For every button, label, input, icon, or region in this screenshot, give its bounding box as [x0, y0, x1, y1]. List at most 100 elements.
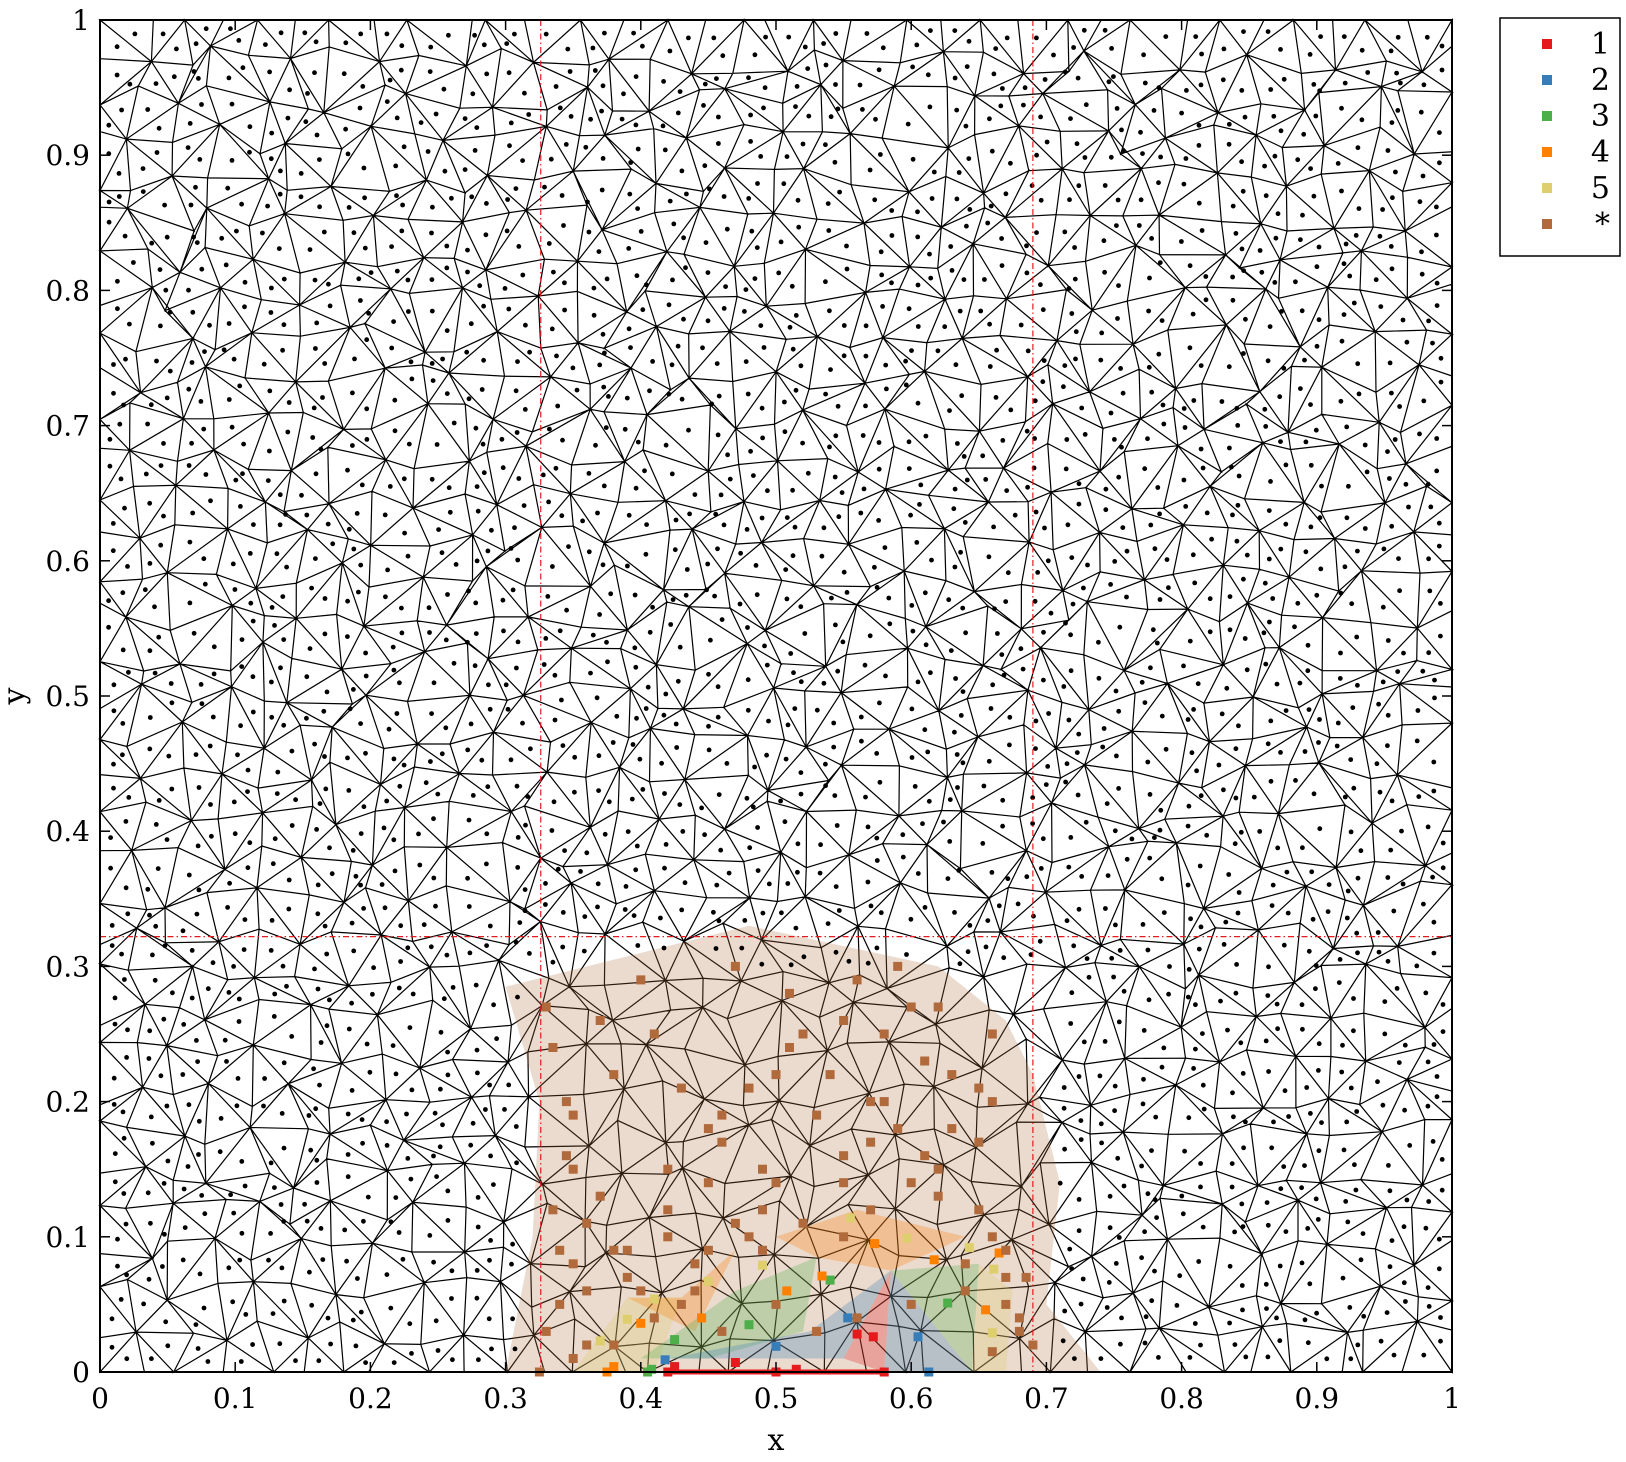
mesh-dot: [1193, 1046, 1198, 1052]
mesh-dot: [831, 744, 837, 750]
mesh-dot: [1318, 34, 1323, 39]
mesh-dot: [286, 906, 292, 912]
mesh-dot: [1145, 947, 1151, 953]
mesh-dot: [1004, 35, 1010, 41]
mesh-dot: [992, 606, 997, 612]
mesh-dot: [947, 408, 952, 413]
mesh-dot: [462, 116, 468, 121]
mesh-dot: [281, 1219, 287, 1224]
mesh-dot: [293, 797, 298, 803]
mesh-dot: [602, 350, 607, 356]
mesh-dot: [821, 41, 826, 46]
mesh-dot: [993, 395, 999, 400]
mesh-dot: [949, 268, 955, 273]
mesh-dot: [1078, 1118, 1084, 1123]
mesh-dot: [1177, 1273, 1183, 1279]
mesh-dot: [705, 561, 711, 567]
mesh-dot: [914, 42, 920, 48]
mesh-dot: [1160, 402, 1166, 408]
mesh-dot: [1420, 173, 1426, 179]
mesh-dot: [1106, 79, 1112, 85]
mesh-dot: [514, 665, 519, 671]
mesh-dot: [427, 1233, 433, 1238]
mesh-dot: [687, 511, 692, 517]
mesh-dot: [429, 277, 435, 282]
mesh-dot: [393, 1071, 399, 1077]
mesh-dot: [515, 994, 520, 1000]
mesh-dot: [1201, 1106, 1207, 1112]
mesh-dot: [434, 442, 440, 447]
mesh-dot: [990, 682, 996, 688]
mesh-dot: [484, 943, 489, 948]
mesh-dot: [953, 362, 959, 368]
mesh-dot: [402, 530, 407, 536]
mesh-dot: [781, 181, 787, 187]
x-tick-label: 0.9: [1295, 1382, 1340, 1415]
mesh-dot: [1239, 1201, 1245, 1207]
mesh-dot: [567, 69, 573, 74]
mesh-dot: [120, 590, 126, 596]
mesh-dot: [1181, 477, 1187, 483]
mesh-dot: [766, 881, 772, 887]
mesh-dot: [841, 323, 847, 328]
mesh-dot: [1283, 521, 1289, 527]
mesh-dot: [964, 223, 969, 229]
mesh-dot: [1230, 274, 1235, 280]
mesh-dot: [353, 873, 359, 879]
mesh-dot: [465, 269, 470, 275]
mesh-dot: [1263, 424, 1269, 429]
mesh-dot: [110, 521, 116, 526]
marker-series-2: [913, 1332, 923, 1342]
mesh-dot: [1305, 1226, 1311, 1231]
mesh-dot: [831, 720, 837, 726]
mesh-dot: [980, 841, 986, 846]
mesh-dot: [145, 1190, 151, 1196]
mesh-dot: [341, 71, 347, 77]
mesh-dot: [844, 243, 849, 249]
mesh-dot: [1230, 1090, 1235, 1096]
mesh-dot: [280, 963, 286, 969]
mesh-dot: [798, 604, 804, 610]
mesh-dot: [391, 837, 397, 843]
mesh-dot: [283, 512, 288, 517]
mesh-dot: [107, 436, 113, 442]
mesh-dot: [835, 403, 841, 409]
mesh-dot: [1151, 108, 1157, 113]
mesh-dot: [1425, 1103, 1431, 1109]
mesh-dot: [313, 556, 318, 561]
mesh-dot: [513, 186, 519, 192]
mesh-dot: [302, 1201, 307, 1207]
mesh-dot: [231, 1210, 237, 1216]
mesh-dot: [163, 1319, 169, 1325]
mesh-dot: [114, 72, 120, 78]
mesh-dot: [903, 382, 909, 388]
mesh-dot: [208, 802, 213, 807]
mesh-dot: [468, 1142, 474, 1148]
mesh-dot: [625, 563, 630, 569]
mesh-dot: [964, 477, 970, 483]
mesh-dot: [475, 1195, 481, 1200]
mesh-dot: [608, 591, 614, 597]
mesh-dot: [1304, 1085, 1310, 1090]
mesh-dot: [716, 393, 722, 399]
mesh-dot: [342, 1227, 348, 1233]
mesh-dot: [156, 125, 162, 131]
mesh-dot: [1308, 1111, 1313, 1116]
mesh-dot: [189, 995, 195, 1001]
mesh-dot: [1061, 1085, 1067, 1090]
mesh-dot: [279, 1265, 285, 1271]
mesh-dot: [547, 426, 552, 432]
mesh-dot: [650, 604, 655, 610]
mesh-dot: [267, 388, 273, 394]
mesh-dot: [876, 518, 881, 523]
mesh-dot: [1419, 249, 1424, 255]
mesh-dot: [798, 679, 804, 685]
mesh-dot: [1142, 466, 1148, 472]
mesh-dot: [388, 1305, 394, 1311]
mesh-dot: [1001, 672, 1007, 678]
mesh-dot: [449, 1296, 454, 1301]
mesh-dot: [514, 1160, 519, 1166]
mesh-dot: [1076, 501, 1082, 507]
mesh-dot: [1074, 750, 1080, 755]
mesh-dot: [960, 760, 966, 766]
